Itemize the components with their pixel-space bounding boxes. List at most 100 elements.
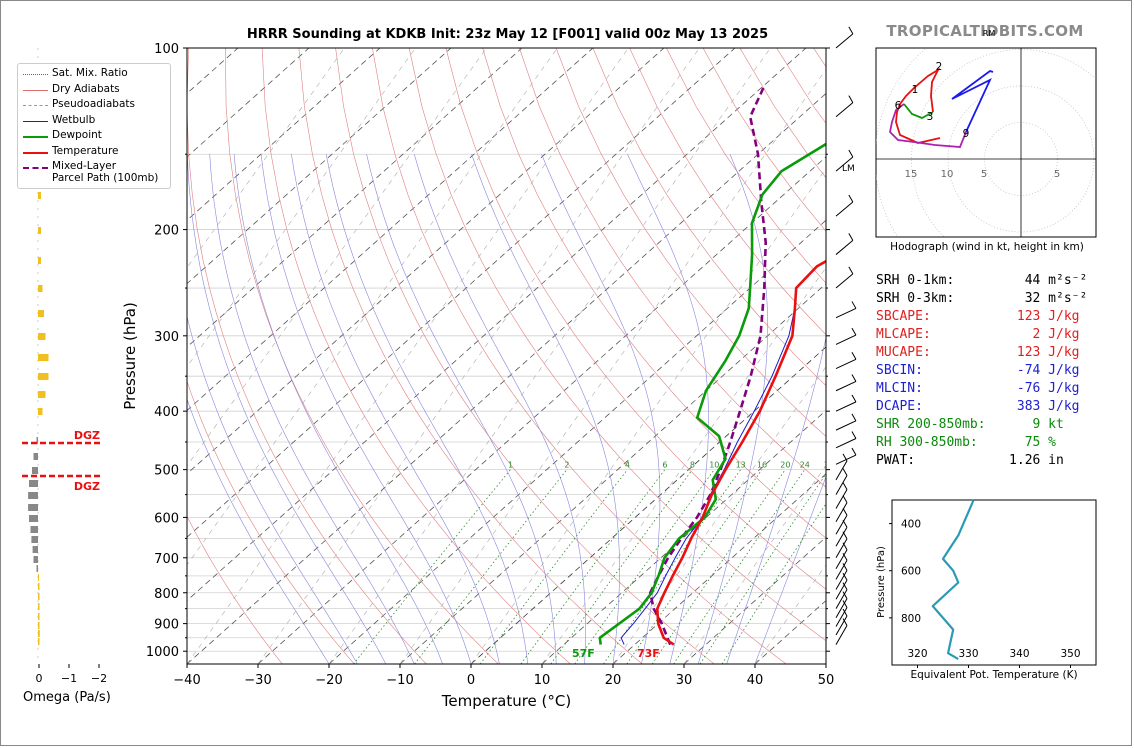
mixing-ratio-label: 10: [709, 461, 719, 470]
theta-e-y-axis-label: Pressure (hPa): [876, 546, 887, 618]
mixing-ratio-label: 20: [780, 461, 790, 470]
theta-e-x-tick-label: 350: [1060, 648, 1080, 660]
theta-e-frame: [891, 499, 1097, 666]
mixing-ratio-line: [550, 469, 693, 664]
mixing-ratio-line: [626, 469, 763, 664]
omega-bar: [33, 556, 38, 563]
y-tick-label: 400: [154, 405, 179, 420]
omega-bar: [29, 480, 38, 487]
moist-adiabat: [697, 154, 769, 664]
isotherm: [328, 219, 826, 664]
stat-row: SRH 0-3km: 32 m²s⁻²: [876, 291, 1088, 306]
wind-barb-shaft: [835, 560, 848, 580]
moist-adiabat: [209, 154, 415, 664]
omega-bar: [38, 622, 40, 629]
mixing-ratio-label: 4: [625, 461, 630, 470]
surface-temp-label: 73F: [637, 647, 660, 660]
wind-barb-shaft: [835, 538, 848, 559]
legend-label: Sat. Mix. Ratio: [52, 67, 128, 79]
wind-barb-shaft: [835, 102, 854, 118]
dry-adiabat: [261, 48, 571, 664]
isotherm: [187, 48, 807, 602]
omega-bar: [29, 515, 38, 522]
mixing-ratio-label: 1: [508, 461, 513, 470]
wind-barb-shaft: [835, 489, 848, 509]
hodograph-height-label: 1: [912, 84, 919, 96]
theta-e-y-tick-label: 800: [901, 613, 921, 625]
skewt-plot-border: [186, 47, 827, 665]
wind-barb-flag: [842, 608, 848, 617]
mixing-ratio-label: 24: [800, 461, 810, 470]
theta-e-chart: 320 330 340 350 400 600 800 Equivalent Pot. Tem…: [876, 499, 1097, 681]
wind-barb-flag: [842, 482, 848, 490]
pseudoadiabat: [187, 48, 487, 467]
theta-e-x-tick-label: 330: [958, 648, 978, 660]
mixing-ratio-label: 8: [690, 461, 695, 470]
dry-adiabat: [629, 48, 826, 336]
omega-bar: [28, 504, 38, 511]
y-tick-label: 100: [154, 42, 179, 57]
wind-barb-shaft: [835, 607, 848, 627]
wind-barb-shaft: [835, 307, 857, 319]
wind-barb-flag: [848, 266, 854, 275]
wind-barb-flag: [842, 508, 848, 516]
dry-adiabat: [187, 515, 283, 664]
chart-legend: Sat. Mix. Ratio Dry Adiabats Pseudoadiabat…: [17, 63, 171, 189]
wind-barb-shaft: [835, 156, 854, 172]
mixing-ratio-label: 36: [844, 461, 854, 470]
chart-title: HRRR Sounding at KDKB Init: 23z May 12 […: [246, 27, 769, 42]
hodograph-ring-label: 5: [981, 169, 987, 180]
stat-row: MLCAPE: 2 J/kg: [876, 327, 1080, 342]
pseudoadiabat: [328, 48, 771, 664]
mixing-ratio-line: [479, 469, 628, 664]
mixing-ratio-line: [520, 469, 666, 664]
x-tick-label: 0: [467, 673, 475, 688]
legend-label: Dewpoint: [52, 129, 102, 141]
wind-barb-flag: [842, 591, 848, 599]
hodograph-inner: 15 10 5 5 1 2 3 6 9: [876, 48, 1096, 237]
omega-bar: [38, 593, 40, 600]
dry-adiabat: [187, 48, 427, 664]
isotherm: [187, 48, 452, 285]
legend-label: Wetbulb: [52, 113, 96, 126]
pseudoadiabat: [187, 48, 629, 664]
isotherm: [470, 346, 826, 664]
omega-bar: [38, 285, 43, 292]
isotherm: [187, 92, 826, 664]
x-tick-label: 20: [605, 673, 622, 688]
stat-row: DCAPE: 383 J/kg: [876, 399, 1080, 414]
wind-barb-shaft: [835, 527, 848, 547]
dry-adiabat: [519, 48, 826, 488]
wind-barb-flag: [848, 233, 854, 241]
y-tick-label: 500: [154, 464, 179, 479]
wind-barb-shaft: [835, 598, 848, 618]
dry-adiabat: [555, 48, 826, 437]
stat-row: SBCIN: -74 J/kg: [876, 363, 1080, 378]
parcel-path-line: [648, 84, 767, 646]
omega-bar: [38, 574, 39, 581]
y-tick-label: 700: [154, 552, 179, 567]
dry-adiabat: [187, 380, 355, 664]
y-tick-label: 1000: [146, 645, 179, 660]
theta-e-x-tick-label: 320: [907, 648, 927, 660]
wind-barb-flag: [851, 327, 857, 336]
hodograph-ring-label: 10: [941, 169, 954, 180]
omega-panel: DGZ DGZ 0 −1 −2: [22, 48, 107, 685]
wind-barb-shaft: [835, 615, 848, 636]
wind-barb-flag: [848, 26, 854, 35]
legend-swatch: [23, 74, 48, 75]
omega-bar: [36, 437, 38, 444]
legend-swatch: [23, 136, 48, 138]
hodograph-height-label: 9: [963, 128, 970, 140]
theta-e-x-tick-label: 340: [1009, 648, 1029, 660]
moist-adiabat: [414, 154, 586, 664]
dry-adiabat: [408, 48, 826, 642]
stat-row: MUCAPE: 123 J/kg: [876, 345, 1080, 360]
moist-adiabat: [325, 154, 529, 664]
wind-barb-flag: [842, 618, 848, 626]
wind-barb-shaft: [835, 401, 857, 412]
omega-bar: [38, 373, 49, 380]
wind-barb-shaft: [835, 240, 854, 255]
